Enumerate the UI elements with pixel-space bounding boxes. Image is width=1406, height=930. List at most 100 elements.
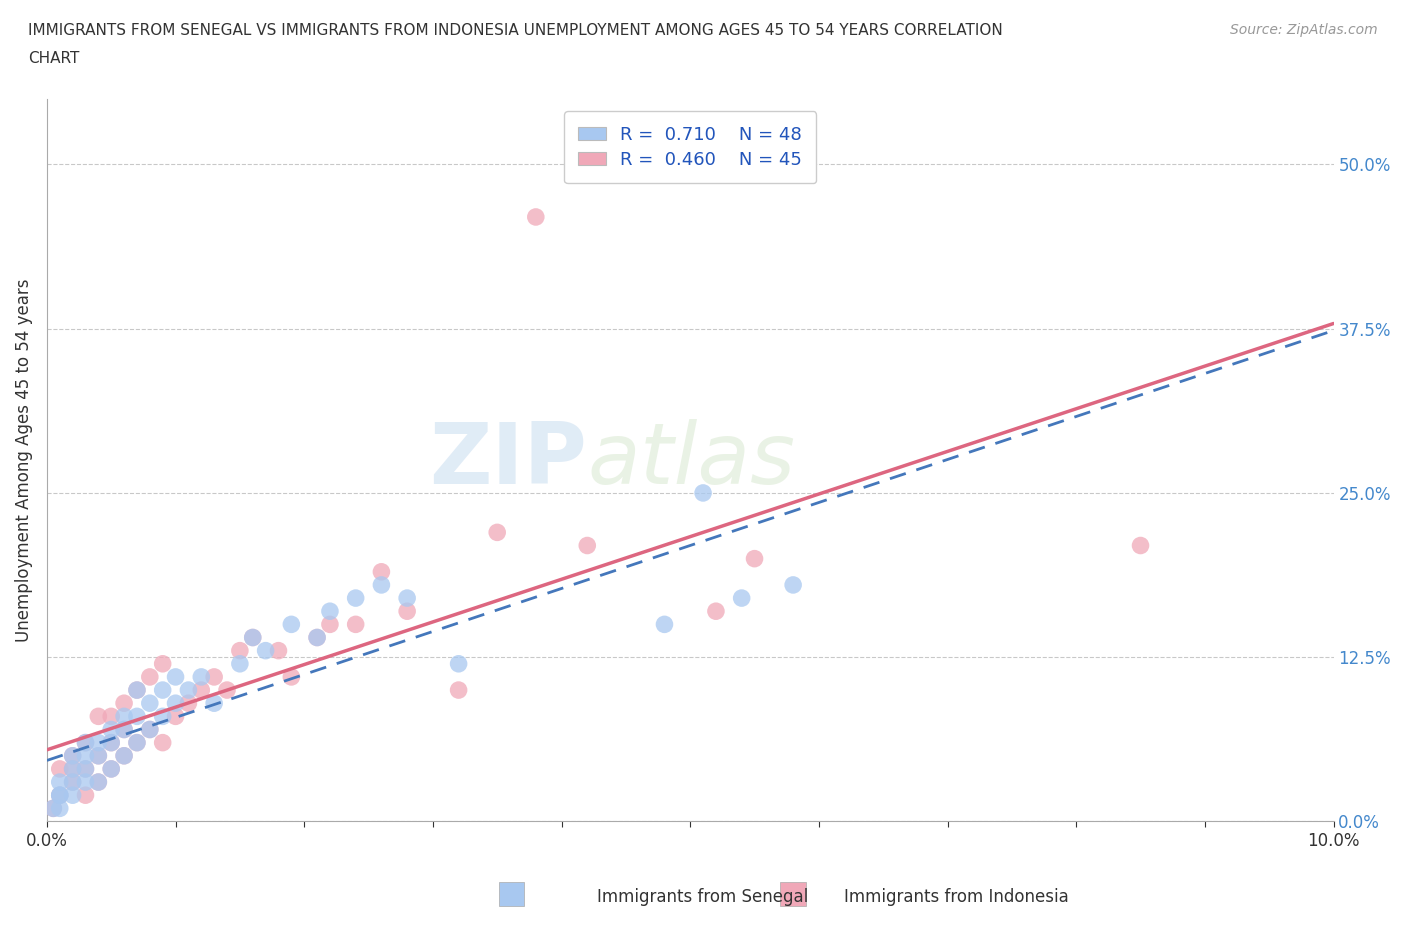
Point [396, 591, 419, 605]
Point [125, 736, 148, 751]
Point [229, 644, 252, 658]
Point [125, 683, 148, 698]
Point [370, 578, 392, 592]
Point [190, 670, 212, 684]
Point [692, 485, 714, 500]
Point [344, 617, 367, 631]
Point [100, 722, 122, 737]
Point [731, 591, 754, 605]
Point [125, 683, 148, 698]
Point [254, 644, 277, 658]
Point [139, 722, 162, 737]
Point [100, 762, 122, 777]
Point [152, 709, 174, 724]
Point [87, 736, 110, 751]
Point [152, 736, 174, 751]
Point [62, 762, 84, 777]
Point [42, 801, 65, 816]
Point [344, 591, 367, 605]
Point [307, 630, 329, 644]
Point [215, 683, 238, 698]
Point [190, 683, 212, 698]
Point [75, 749, 97, 764]
Y-axis label: Unemployment Among Ages 45 to 54 years: Unemployment Among Ages 45 to 54 years [15, 278, 32, 642]
Point [112, 749, 135, 764]
Point [100, 762, 122, 777]
Point [704, 604, 727, 618]
Point [49, 762, 72, 777]
Point [125, 736, 148, 751]
Point [165, 696, 187, 711]
Point [62, 775, 84, 790]
Text: IMMIGRANTS FROM SENEGAL VS IMMIGRANTS FROM INDONESIA UNEMPLOYMENT AMONG AGES 45 : IMMIGRANTS FROM SENEGAL VS IMMIGRANTS FR… [28, 23, 1002, 38]
Text: CHART: CHART [28, 51, 80, 66]
Text: Source: ZipAtlas.com: Source: ZipAtlas.com [1230, 23, 1378, 37]
Point [139, 722, 162, 737]
Point [87, 749, 110, 764]
Point [152, 683, 174, 698]
Point [177, 696, 200, 711]
Point [280, 670, 302, 684]
Point [125, 709, 148, 724]
Point [486, 525, 509, 539]
Point [75, 736, 97, 751]
Point [319, 617, 342, 631]
Point [62, 749, 84, 764]
Text: atlas: atlas [588, 418, 796, 501]
Point [139, 696, 162, 711]
Point [654, 617, 676, 631]
Point [49, 801, 72, 816]
Point [744, 551, 766, 566]
Point [112, 749, 135, 764]
Point [62, 775, 84, 790]
Point [87, 709, 110, 724]
Point [49, 788, 72, 803]
Point [49, 788, 72, 803]
Point [242, 630, 264, 644]
Point [202, 670, 225, 684]
Point [87, 775, 110, 790]
Point [75, 736, 97, 751]
Point [62, 788, 84, 803]
Point [42, 801, 65, 816]
Point [139, 670, 162, 684]
Point [447, 657, 470, 671]
Point [242, 630, 264, 644]
Point [202, 696, 225, 711]
Point [165, 709, 187, 724]
Point [307, 630, 329, 644]
Point [782, 578, 804, 592]
Point [447, 683, 470, 698]
Point [75, 775, 97, 790]
Point [49, 775, 72, 790]
Point [87, 775, 110, 790]
Point [370, 565, 392, 579]
Point [319, 604, 342, 618]
Point [112, 709, 135, 724]
Point [524, 209, 547, 224]
Point [165, 670, 187, 684]
Point [112, 722, 135, 737]
Point [100, 736, 122, 751]
Point [100, 709, 122, 724]
Point [87, 749, 110, 764]
Point [112, 722, 135, 737]
Point [75, 762, 97, 777]
Point [396, 604, 419, 618]
Point [62, 762, 84, 777]
Legend: R =  0.710    N = 48, R =  0.460    N = 45: R = 0.710 N = 48, R = 0.460 N = 45 [564, 112, 817, 183]
Point [576, 538, 599, 553]
Point [177, 683, 200, 698]
Text: ZIP: ZIP [429, 418, 588, 501]
Point [75, 762, 97, 777]
Point [267, 644, 290, 658]
Point [100, 736, 122, 751]
Point [152, 657, 174, 671]
Point [112, 696, 135, 711]
Point [1129, 538, 1152, 553]
Point [280, 617, 302, 631]
Text: Immigrants from Senegal: Immigrants from Senegal [598, 888, 808, 907]
Point [75, 788, 97, 803]
Point [49, 788, 72, 803]
Point [229, 657, 252, 671]
